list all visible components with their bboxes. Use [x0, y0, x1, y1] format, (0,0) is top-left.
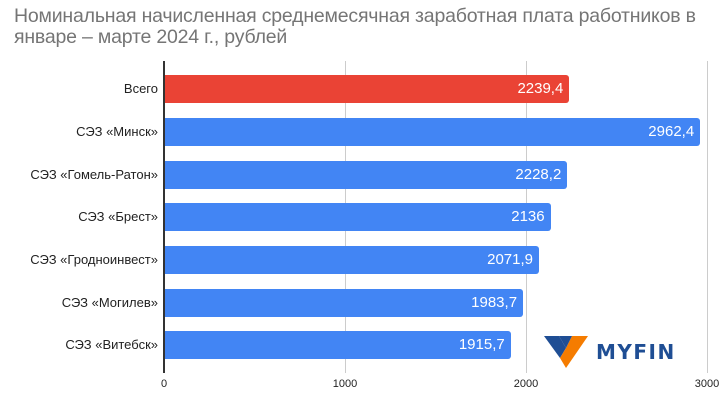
bar-row: СЭЗ «Гомель-Ратон» 2228,2 — [0, 161, 728, 189]
bar[interactable]: 1915,7 — [164, 331, 511, 359]
x-tick-label: 2000 — [513, 378, 539, 390]
category-label: Всего — [123, 81, 158, 96]
logo-text: MYFIN — [596, 340, 676, 364]
bar-value-label: 2239,4 — [517, 80, 564, 97]
bar[interactable]: 2136 — [164, 203, 551, 231]
y-axis-baseline — [163, 61, 165, 373]
x-tick-label: 1000 — [332, 378, 358, 390]
category-label: СЭЗ «Минск» — [76, 124, 158, 139]
category-label: СЭЗ «Витебск» — [65, 337, 158, 352]
x-tick-label: 0 — [160, 378, 168, 390]
bar[interactable]: 2228,2 — [164, 161, 568, 189]
bar[interactable]: 1983,7 — [164, 289, 524, 317]
bar-value-label: 2962,4 — [648, 123, 695, 140]
bar[interactable]: 2071,9 — [164, 246, 539, 274]
bar-row: СЭЗ «Минск» 2962,4 — [0, 118, 728, 146]
bar-row: СЭЗ «Витебск» 1915,7 — [0, 331, 728, 359]
gridline-3000 — [707, 61, 708, 373]
bar[interactable]: 2962,4 — [164, 118, 701, 146]
myfin-v-logo-icon — [544, 336, 588, 368]
category-label: СЭЗ «Гомель-Ратон» — [30, 167, 158, 182]
bar-value-label: 2228,2 — [515, 166, 562, 183]
x-tick-label: 3000 — [694, 378, 720, 390]
bar-value-label: 2136 — [511, 208, 545, 225]
chart-title: Номинальная начисленная среднемесячная з… — [14, 5, 696, 48]
bar[interactable]: 2239,4 — [164, 75, 570, 103]
bar-row: СЭЗ «Могилев» 1983,7 — [0, 289, 728, 317]
bar-row: СЭЗ «Брест» 2136 — [0, 203, 728, 231]
bar-row: Всего 2239,4 — [0, 75, 728, 103]
bar-row: СЭЗ «Гродноинвест» 2071,9 — [0, 246, 728, 274]
category-label: СЭЗ «Могилев» — [61, 295, 158, 310]
myfin-logo: MYFIN — [544, 336, 676, 368]
category-label: СЭЗ «Брест» — [78, 209, 158, 224]
bar-value-label: 2071,9 — [487, 251, 533, 268]
bar-value-label: 1983,7 — [471, 294, 518, 311]
category-label: СЭЗ «Гродноинвест» — [30, 252, 158, 267]
bar-value-label: 1915,7 — [458, 336, 505, 353]
